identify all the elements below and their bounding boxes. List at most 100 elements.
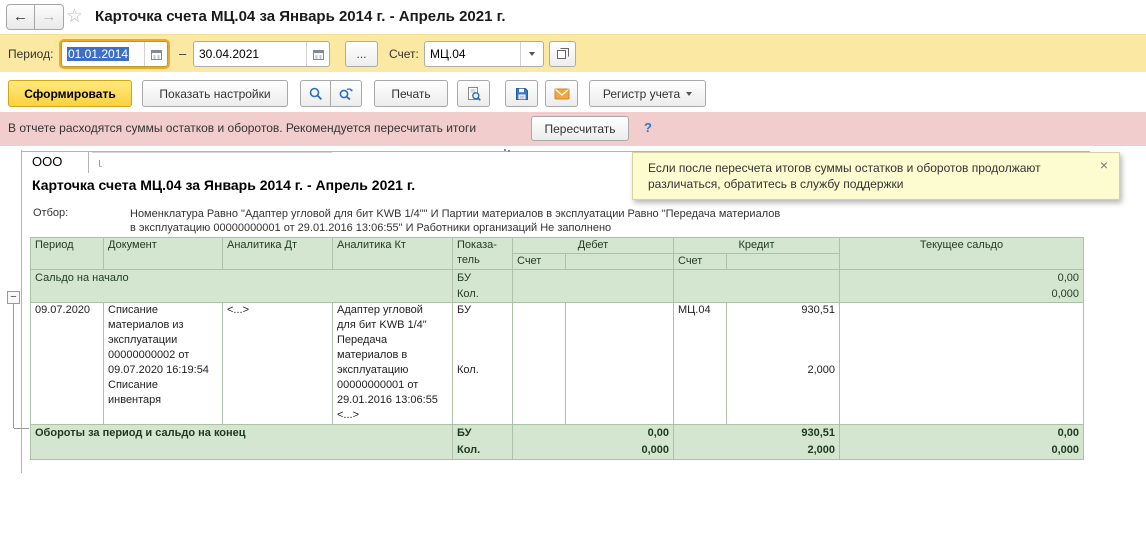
settings-button[interactable]: Показать настройки bbox=[142, 80, 288, 107]
date-from-field[interactable]: 01.01.2014 bbox=[59, 39, 170, 69]
tx-period: 09.07.2020 bbox=[30, 302, 104, 425]
chevron-down-icon[interactable] bbox=[520, 42, 543, 66]
account-combo[interactable]: МЦ.04 bbox=[424, 41, 544, 67]
register-menu-label: Регистр учета bbox=[602, 86, 681, 101]
report-cell-divider bbox=[88, 151, 89, 173]
tx-debit-amount bbox=[565, 302, 674, 425]
redaction-mark bbox=[92, 152, 332, 153]
account-value: МЦ.04 bbox=[430, 47, 466, 61]
recalc-tooltip: Если после пересчета итогов суммы остатк… bbox=[632, 152, 1120, 200]
totals-debit: 0,00 0,000 bbox=[512, 424, 674, 460]
search-button[interactable] bbox=[300, 80, 331, 107]
opening-balance-values: 0,00 0,000 bbox=[839, 269, 1084, 303]
report-table: Период Документ Аналитика Дт Аналитика К… bbox=[30, 237, 1084, 460]
opening-balance-row[interactable]: Сальдо на начало БУ Кол. 0,00 0,000 bbox=[30, 269, 1084, 303]
print-button[interactable]: Печать bbox=[374, 80, 448, 107]
calendar-icon[interactable] bbox=[306, 42, 329, 66]
report-left-border bbox=[21, 150, 22, 473]
date-from-value: 01.01.2014 bbox=[67, 47, 130, 61]
email-icon bbox=[554, 88, 569, 99]
tx-document: Списание материалов из эксплуатации 0000… bbox=[103, 302, 223, 425]
filter-line-2: в эксплуатацию 00000000001 от 29.01.2016… bbox=[130, 222, 612, 234]
report-top-border bbox=[21, 151, 1090, 152]
header-analytics-kt[interactable]: Аналитика Кт bbox=[332, 237, 453, 270]
totals-balance: 0,00 0,000 bbox=[839, 424, 1084, 460]
header-analytics-dt[interactable]: Аналитика Дт bbox=[222, 237, 333, 270]
header-period[interactable]: Период bbox=[30, 237, 104, 270]
filter-description: Номенклатура Равно "Адаптер угловой для … bbox=[130, 207, 780, 235]
opening-balance-indicator: БУ Кол. bbox=[452, 269, 513, 303]
header-debit-amount bbox=[565, 253, 674, 270]
window-title: Карточка счета МЦ.04 за Январь 2014 г. -… bbox=[95, 8, 506, 25]
totals-credit: 930,51 2,000 bbox=[673, 424, 840, 460]
totals-indicator: БУ Кол. bbox=[452, 424, 513, 460]
open-form-icon bbox=[556, 47, 569, 59]
header-document[interactable]: Документ bbox=[103, 237, 223, 270]
email-button[interactable] bbox=[545, 80, 578, 107]
table-header-row: Период Документ Аналитика Дт Аналитика К… bbox=[30, 237, 1084, 270]
tx-debit-account bbox=[512, 302, 566, 425]
tx-balance bbox=[839, 302, 1084, 425]
search-next-icon bbox=[339, 87, 353, 100]
header-balance[interactable]: Текущее сальдо bbox=[839, 237, 1084, 270]
totals-row[interactable]: Обороты за период и сальдо на конец БУ К… bbox=[30, 424, 1084, 460]
transaction-row[interactable]: 09.07.2020 Списание материалов из эксплу… bbox=[30, 302, 1084, 425]
nav-buttons: ← → bbox=[6, 4, 64, 30]
calendar-icon[interactable] bbox=[144, 42, 167, 66]
search-next-button[interactable] bbox=[331, 80, 362, 107]
toolbar: Сформировать Показать настройки Печать Р… bbox=[0, 72, 1146, 112]
tooltip-text: Если после пересчета итогов суммы остатк… bbox=[648, 161, 1041, 191]
header-debit[interactable]: Дебет bbox=[512, 237, 674, 254]
back-button[interactable]: ← bbox=[6, 4, 35, 30]
header-credit-account[interactable]: Счет bbox=[673, 253, 727, 270]
company-name: ООО bbox=[32, 154, 63, 169]
group-bracket-line bbox=[13, 304, 14, 428]
print-preview-button[interactable] bbox=[457, 80, 490, 107]
generate-button[interactable]: Сформировать bbox=[8, 80, 132, 107]
tx-analytics-dt: <...> bbox=[222, 302, 333, 425]
save-button[interactable] bbox=[505, 80, 538, 107]
opening-balance-label: Сальдо на начало bbox=[30, 269, 453, 303]
search-icon bbox=[309, 87, 322, 100]
opening-credit-cell bbox=[673, 269, 840, 303]
chevron-down-icon bbox=[686, 91, 693, 96]
print-preview-icon bbox=[467, 86, 481, 101]
date-to-field[interactable]: 30.04.2021 bbox=[193, 41, 330, 67]
favorite-star-icon[interactable]: ☆ bbox=[66, 6, 84, 27]
open-account-button[interactable] bbox=[549, 41, 576, 67]
group-bracket-line bbox=[14, 428, 29, 429]
warning-text: В отчете расходятся суммы остатков и обо… bbox=[8, 121, 477, 135]
register-menu-button[interactable]: Регистр учета bbox=[589, 80, 706, 107]
header-debit-account[interactable]: Счет bbox=[512, 253, 566, 270]
period-dash: – bbox=[179, 46, 187, 61]
opening-debit-cell bbox=[512, 269, 674, 303]
tx-credit-account: МЦ.04 bbox=[673, 302, 727, 425]
filter-bar: Период: 01.01.2014 – 30.04.2021 ... Счет… bbox=[0, 34, 1146, 72]
tx-analytics-kt: Адаптер угловой для бит KWB 1/4" Передач… bbox=[332, 302, 453, 425]
collapse-group-button[interactable]: − bbox=[7, 291, 20, 304]
period-more-button[interactable]: ... bbox=[345, 41, 378, 67]
report-title: Карточка счета МЦ.04 за Январь 2014 г. -… bbox=[32, 177, 416, 193]
search-button-group bbox=[300, 80, 362, 107]
close-icon[interactable]: × bbox=[1099, 157, 1108, 173]
header-indicator[interactable]: Показа- тель bbox=[452, 237, 513, 270]
redaction-artifact bbox=[504, 149, 506, 151]
header-credit[interactable]: Кредит bbox=[673, 237, 840, 254]
tx-indicator: БУ Кол. bbox=[452, 302, 513, 425]
filter-label: Отбор: bbox=[33, 207, 69, 219]
recalculate-button[interactable]: Пересчитать bbox=[531, 116, 629, 141]
date-to-value: 30.04.2021 bbox=[199, 47, 260, 61]
header-credit-amount bbox=[726, 253, 840, 270]
tx-credit-amount: 930,51 2,000 bbox=[726, 302, 840, 425]
account-label: Счет: bbox=[389, 47, 419, 61]
totals-label: Обороты за период и сальдо на конец bbox=[30, 424, 453, 460]
period-label: Период: bbox=[8, 47, 54, 61]
table-subheader-row: Счет Счет bbox=[31, 253, 1084, 270]
redaction-artifact bbox=[99, 160, 102, 167]
filter-line-1: Номенклатура Равно "Адаптер угловой для … bbox=[130, 208, 781, 220]
help-link[interactable]: ? bbox=[644, 120, 652, 135]
forward-button[interactable]: → bbox=[35, 4, 64, 30]
warning-bar: В отчете расходятся суммы остатков и обо… bbox=[0, 112, 1146, 146]
save-icon bbox=[515, 87, 528, 100]
